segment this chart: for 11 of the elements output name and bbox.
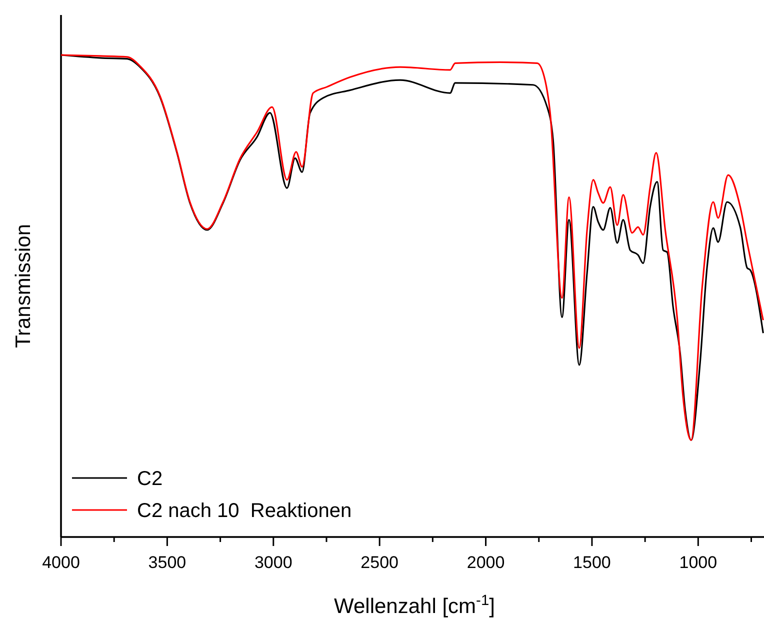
y-axis-title: Transmission	[12, 224, 35, 348]
x-tick-label: 3500	[148, 553, 186, 572]
x-tick-label: 2500	[360, 553, 398, 572]
x-tick-label: 1500	[573, 553, 611, 572]
legend-label: C2	[137, 468, 163, 490]
x-tick-label: 1000	[679, 553, 718, 572]
x-tick-label: 2000	[466, 553, 505, 572]
x-axis-title: Wellenzahl [cm$^{-1}$]	[334, 593, 495, 618]
legend-label: C2 nach 10 Reaktionen	[137, 500, 352, 522]
x-tick-label: 3000	[254, 553, 292, 572]
x-tick-label: 4000	[42, 553, 80, 572]
